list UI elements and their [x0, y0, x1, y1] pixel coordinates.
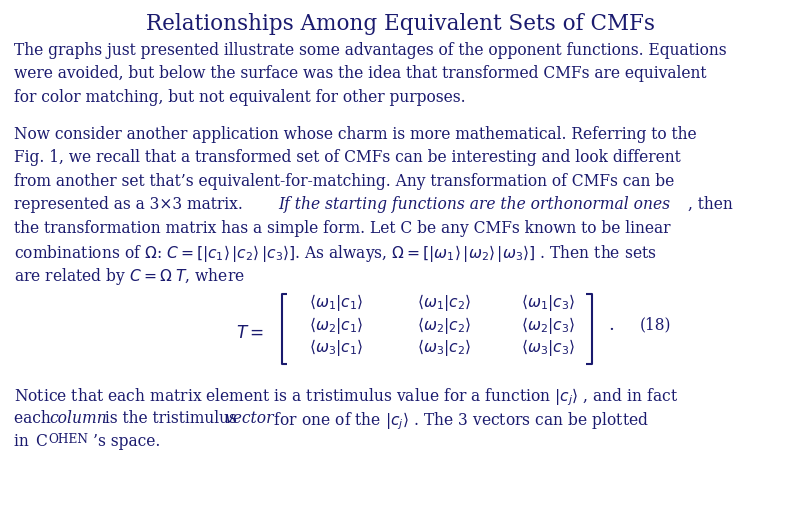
Text: column: column	[50, 410, 107, 427]
Text: each: each	[14, 410, 56, 427]
Text: Now consider another application whose charm is more mathematical. Referring to : Now consider another application whose c…	[14, 126, 697, 143]
Text: .: .	[608, 316, 614, 334]
Text: Fig. 1, we recall that a transformed set of CMFs can be interesting and look dif: Fig. 1, we recall that a transformed set…	[14, 150, 681, 166]
Text: ’s space.: ’s space.	[93, 433, 160, 450]
Text: were avoided, but below the surface was the idea that transformed CMFs are equiv: were avoided, but below the surface was …	[14, 65, 707, 82]
Text: vector: vector	[225, 410, 274, 427]
Text: OHEN: OHEN	[48, 433, 88, 446]
Text: from another set that’s equivalent-for-matching. Any transformation of CMFs can : from another set that’s equivalent-for-m…	[14, 173, 674, 190]
Text: $\langle\omega_2|c_3\rangle$: $\langle\omega_2|c_3\rangle$	[521, 314, 575, 335]
Text: The graphs just presented illustrate some advantages of the opponent functions. : The graphs just presented illustrate som…	[14, 42, 727, 59]
Text: Relationships Among Equivalent Sets of CMFs: Relationships Among Equivalent Sets of C…	[146, 13, 654, 35]
Text: $\langle\omega_1|c_3\rangle$: $\langle\omega_1|c_3\rangle$	[521, 292, 575, 313]
Text: (18): (18)	[640, 317, 671, 334]
Text: $\langle\omega_2|c_2\rangle$: $\langle\omega_2|c_2\rangle$	[417, 314, 471, 335]
Text: for one of the $|c_j\rangle$ . The 3 vectors can be plotted: for one of the $|c_j\rangle$ . The 3 vec…	[269, 410, 649, 432]
Text: $T =$: $T =$	[236, 325, 264, 342]
Text: the transformation matrix has a simple form. Let C be any CMFs known to be linea: the transformation matrix has a simple f…	[14, 219, 671, 237]
Text: If the starting functions are the orthonormal ones: If the starting functions are the orthon…	[278, 196, 670, 213]
Text: $\langle\omega_1|c_2\rangle$: $\langle\omega_1|c_2\rangle$	[417, 292, 471, 313]
Text: are related by $C = \Omega\; T$, where: are related by $C = \Omega\; T$, where	[14, 266, 246, 287]
Text: $\langle\omega_2|c_1\rangle$: $\langle\omega_2|c_1\rangle$	[309, 314, 363, 335]
Text: combinations of $\Omega$: $C = [|c_1\rangle\,|c_2\rangle\,|c_3\rangle]$. As alwa: combinations of $\Omega$: $C = [|c_1\ran…	[14, 243, 657, 264]
Text: $\langle\omega_1|c_1\rangle$: $\langle\omega_1|c_1\rangle$	[309, 292, 363, 313]
Text: , then: , then	[688, 196, 733, 213]
Text: C: C	[35, 433, 47, 450]
Text: Notice that each matrix element is a tristimulus value for a function $|c_j\rang: Notice that each matrix element is a tri…	[14, 386, 678, 408]
Text: for color matching, but not equivalent for other purposes.: for color matching, but not equivalent f…	[14, 89, 466, 106]
Text: in: in	[14, 433, 34, 450]
Text: represented as a 3×3 matrix.: represented as a 3×3 matrix.	[14, 196, 248, 213]
Text: is the tristimulus: is the tristimulus	[100, 410, 242, 427]
Text: $\langle\omega_3|c_2\rangle$: $\langle\omega_3|c_2\rangle$	[417, 337, 471, 358]
Text: $\langle\omega_3|c_1\rangle$: $\langle\omega_3|c_1\rangle$	[309, 337, 363, 358]
Text: $\langle\omega_3|c_3\rangle$: $\langle\omega_3|c_3\rangle$	[521, 337, 575, 358]
